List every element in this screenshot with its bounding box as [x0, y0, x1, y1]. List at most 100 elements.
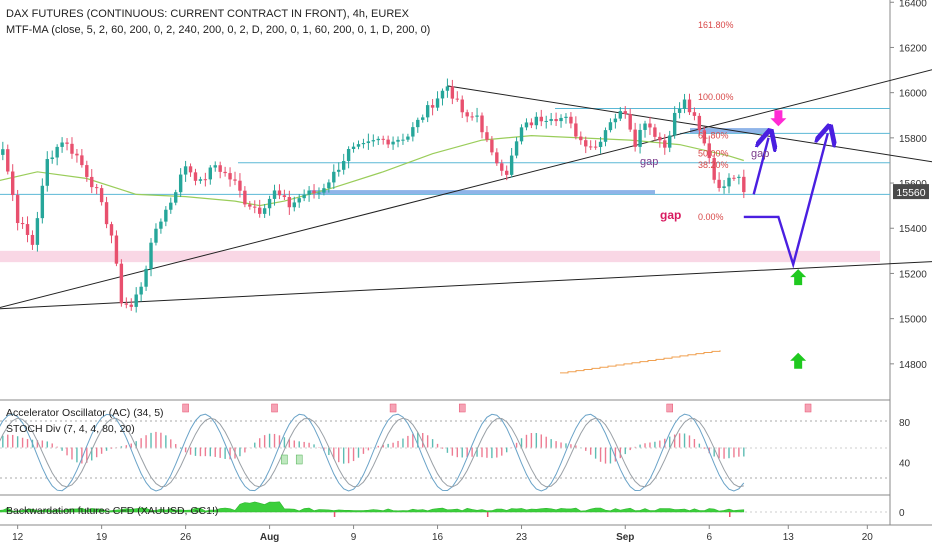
x-tick-label: Aug [260, 532, 279, 543]
arrow-down-icon [770, 110, 787, 127]
fib-labels: 161.80% 100.00% 61.80% 50.00%38.20% 0.00% [698, 20, 734, 222]
y-tick-label: 14800 [899, 360, 927, 371]
candle [361, 143, 366, 145]
candle [238, 180, 242, 191]
candle [292, 202, 296, 208]
candle [509, 155, 514, 175]
candle [94, 187, 99, 189]
candle [174, 192, 178, 203]
backwardation-negative [333, 512, 731, 517]
signal-arrows [770, 110, 807, 369]
candle [574, 123, 578, 137]
y-tick-label: 16000 [899, 89, 927, 100]
candle [356, 144, 361, 147]
highlight-bar [310, 190, 655, 195]
candle [376, 138, 380, 141]
panel-frames [0, 0, 932, 526]
candle [460, 99, 464, 113]
candle [119, 263, 124, 304]
x-tick-label: Sep [616, 532, 634, 543]
candle [549, 119, 553, 121]
candle [588, 146, 593, 148]
ac-histogram [2, 431, 745, 464]
candle [149, 242, 153, 269]
candle [327, 182, 331, 189]
candle [124, 303, 129, 305]
candle [144, 268, 148, 287]
highlight-bar [690, 128, 768, 134]
candle [134, 294, 138, 307]
fib-label: 100.00% [698, 92, 734, 102]
candle [104, 202, 109, 225]
candle [253, 206, 257, 208]
trendline [0, 261, 932, 310]
y-tick-label: 15400 [899, 224, 927, 235]
candle [672, 112, 677, 136]
candle [109, 224, 114, 236]
candle [623, 111, 627, 115]
negative-bar [333, 512, 336, 517]
backwardation-panel[interactable] [0, 501, 890, 517]
bear-div-marker [271, 403, 278, 413]
oscillator-panel[interactable] [0, 403, 932, 492]
candle [544, 120, 548, 122]
candle [425, 105, 430, 118]
candle [50, 157, 54, 160]
projection-line [743, 133, 828, 269]
candle [653, 127, 657, 137]
stoch-title: STOCH Div (7, 4, 4, 80, 20) [6, 423, 135, 435]
bear-div-marker [666, 403, 673, 413]
candle [65, 142, 69, 144]
candle [475, 115, 479, 117]
price-panel[interactable]: 161.80% 100.00% 61.80% 50.00%38.20% 0.00% [0, 20, 932, 374]
x-tick-label: 9 [351, 532, 357, 543]
fib-label: 50.00% [698, 149, 729, 159]
x-tick-label: 26 [180, 532, 192, 543]
candle [697, 115, 702, 131]
candle [386, 139, 390, 145]
candle [272, 190, 277, 199]
candle [658, 136, 662, 141]
candle [455, 98, 459, 100]
candle [45, 159, 49, 186]
candle [539, 116, 543, 122]
candle [129, 304, 133, 307]
candle [307, 190, 311, 195]
y-tick-label: 15800 [899, 134, 927, 145]
trendline [0, 69, 932, 309]
candle [302, 194, 306, 199]
candle [11, 171, 15, 196]
oscillator-axis: 80 40 0 [899, 418, 911, 519]
candle [60, 142, 64, 147]
bear-div-marker [182, 403, 189, 413]
candle [15, 195, 20, 224]
candle [322, 188, 326, 193]
candle [717, 179, 721, 189]
fib-label: 161.80% [698, 20, 734, 30]
time-axis[interactable]: 121926Aug91623Sep6132014:30 [12, 525, 932, 543]
trendline [447, 85, 932, 163]
bw-tick-label: 0 [899, 508, 905, 519]
candle [371, 140, 376, 142]
candle [198, 179, 203, 181]
candle [188, 166, 193, 173]
candle [480, 115, 484, 133]
candle [445, 86, 450, 91]
support-band [0, 250, 880, 263]
candle [608, 122, 613, 131]
candle [559, 117, 563, 122]
candle [99, 188, 104, 203]
candle [346, 149, 351, 162]
y-tick-label: 15200 [899, 269, 927, 280]
stoch-d-line [0, 417, 744, 488]
backwardation-area [0, 501, 745, 513]
candle [40, 185, 45, 219]
candle [495, 152, 499, 164]
candle [628, 114, 632, 130]
candle [243, 190, 247, 205]
candle [702, 130, 706, 144]
candle [381, 138, 385, 140]
candle [638, 129, 642, 147]
candle [682, 99, 687, 109]
candle [490, 139, 494, 153]
